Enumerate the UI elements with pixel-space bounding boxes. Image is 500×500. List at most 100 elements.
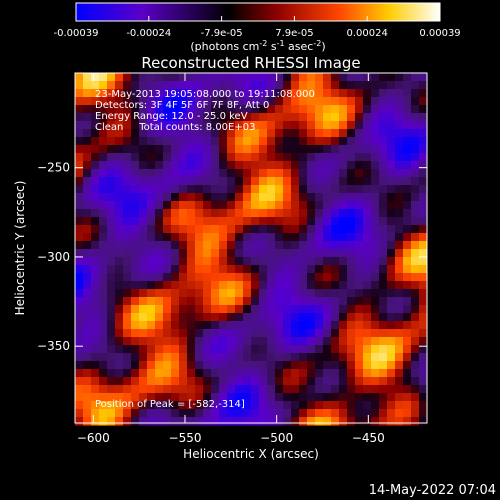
heatmap-cell: [363, 401, 372, 410]
heatmap-cell: [379, 417, 388, 426]
heatmap-cell: [147, 129, 156, 138]
heatmap-cell: [411, 193, 420, 202]
heatmap-cell: [379, 105, 388, 114]
heatmap-cell: [379, 201, 388, 210]
heatmap-cell: [187, 217, 196, 226]
heatmap-cell: [115, 409, 124, 418]
heatmap-cell: [147, 73, 156, 82]
heatmap-cell: [211, 353, 220, 362]
heatmap-cell: [227, 105, 236, 114]
heatmap-cell: [355, 305, 364, 314]
heatmap-cell: [371, 361, 380, 370]
heatmap-cell: [203, 257, 212, 266]
heatmap-cell: [203, 81, 212, 90]
heatmap-cell: [235, 153, 244, 162]
heatmap-cell: [91, 289, 100, 298]
heatmap-cell: [283, 177, 292, 186]
heatmap-cell: [371, 225, 380, 234]
heatmap-cell: [355, 297, 364, 306]
heatmap-cell: [155, 393, 164, 402]
heatmap-cell: [267, 353, 276, 362]
heatmap-cell: [403, 305, 412, 314]
heatmap-cell: [179, 113, 188, 122]
heatmap-cell: [395, 89, 404, 98]
heatmap-cell: [91, 401, 100, 410]
heatmap-cell: [187, 353, 196, 362]
heatmap-cell: [123, 417, 132, 426]
heatmap-cell: [387, 289, 396, 298]
heatmap-cell: [291, 417, 300, 426]
heatmap-cell: [139, 113, 148, 122]
heatmap-cell: [195, 249, 204, 258]
heatmap-cell: [131, 225, 140, 234]
heatmap-cell: [339, 345, 348, 354]
heatmap-cell: [91, 297, 100, 306]
heatmap-cell: [147, 273, 156, 282]
heatmap-cell: [331, 281, 340, 290]
heatmap-cell: [259, 113, 268, 122]
heatmap-cell: [419, 265, 428, 274]
heatmap-cell: [299, 113, 308, 122]
heatmap-cell: [99, 369, 108, 378]
heatmap-cell: [227, 129, 236, 138]
heatmap-cell: [347, 129, 356, 138]
heatmap-cell: [251, 177, 260, 186]
heatmap-cell: [275, 81, 284, 90]
heatmap-cell: [379, 289, 388, 298]
heatmap-cell: [387, 401, 396, 410]
heatmap-cell: [91, 113, 100, 122]
heatmap-cell: [211, 281, 220, 290]
heatmap-cell: [83, 385, 92, 394]
heatmap-cell: [331, 225, 340, 234]
heatmap-cell: [163, 369, 172, 378]
heatmap-cell: [155, 281, 164, 290]
heatmap-cell: [371, 257, 380, 266]
heatmap-cell: [211, 121, 220, 130]
heatmap-cell: [163, 137, 172, 146]
heatmap-cell: [419, 337, 428, 346]
heatmap-cell: [83, 145, 92, 154]
heatmap-cell: [147, 161, 156, 170]
heatmap-cell: [139, 313, 148, 322]
heatmap-cell: [419, 385, 428, 394]
heatmap-cell: [203, 297, 212, 306]
heatmap-cell: [387, 345, 396, 354]
heatmap-cell: [347, 353, 356, 362]
heatmap-cell: [347, 249, 356, 258]
heatmap-cell: [163, 233, 172, 242]
heatmap-cell: [195, 385, 204, 394]
heatmap-cell: [195, 313, 204, 322]
heatmap-cell: [219, 329, 228, 338]
heatmap-cell: [323, 417, 332, 426]
heatmap-cell: [203, 97, 212, 106]
heatmap-cell: [219, 337, 228, 346]
heatmap-cell: [227, 97, 236, 106]
heatmap-cell: [371, 321, 380, 330]
heatmap-cell: [387, 161, 396, 170]
heatmap-cell: [395, 209, 404, 218]
heatmap-cell: [219, 193, 228, 202]
heatmap-cell: [219, 297, 228, 306]
heatmap-cell: [115, 81, 124, 90]
heatmap-cell: [75, 153, 84, 162]
heatmap-cell: [75, 281, 84, 290]
heatmap-cell: [83, 329, 92, 338]
heatmap-cell: [339, 273, 348, 282]
heatmap-cell: [171, 249, 180, 258]
heatmap-cell: [283, 257, 292, 266]
heatmap-cell: [203, 105, 212, 114]
heatmap-cell: [227, 169, 236, 178]
heatmap-cell: [171, 81, 180, 90]
heatmap-cell: [379, 225, 388, 234]
heatmap-cell: [163, 177, 172, 186]
heatmap-cell: [155, 73, 164, 82]
heatmap-cell: [291, 217, 300, 226]
heatmap-cell: [155, 321, 164, 330]
heatmap-cell: [115, 345, 124, 354]
heatmap-cell: [331, 169, 340, 178]
heatmap-cell: [115, 105, 124, 114]
heatmap-cell: [315, 161, 324, 170]
heatmap-cell: [75, 289, 84, 298]
heatmap-cell: [115, 281, 124, 290]
heatmap-cell: [203, 201, 212, 210]
